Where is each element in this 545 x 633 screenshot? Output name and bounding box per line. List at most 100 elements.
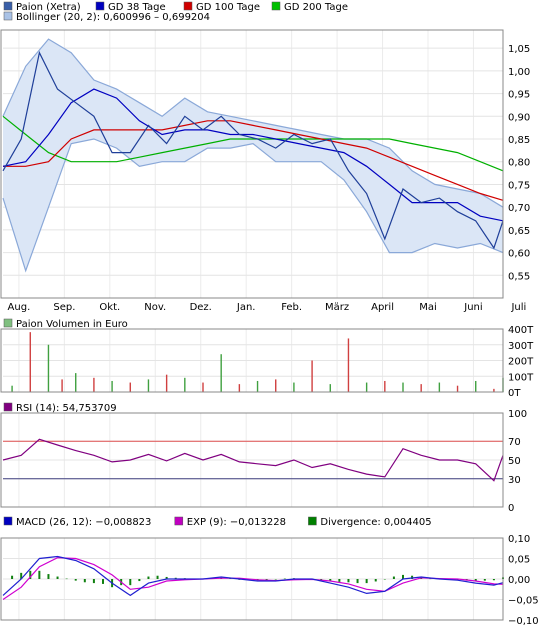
divergence-bar-16	[156, 575, 159, 579]
gd38-line	[2, 88, 504, 222]
xtick-2: Okt.	[99, 302, 120, 313]
volume-bar-20	[365, 382, 368, 392]
volume-bar-8	[147, 379, 150, 392]
divergence-bar-7	[74, 579, 77, 581]
price-legend-swatch-3	[271, 1, 281, 11]
volume-ytick-2: 200T	[508, 357, 534, 368]
rsi-ytick-4: 0	[508, 503, 514, 514]
price-legend-swatch-0	[3, 1, 13, 11]
volume-bar-23	[420, 384, 422, 392]
volume-bar-9	[165, 374, 168, 392]
rsi-ytick-1: 70	[508, 437, 521, 448]
volume-bar-16	[293, 382, 295, 392]
divergence-bar-30	[283, 578, 286, 580]
divergence-bar-4	[47, 574, 50, 579]
xtick-0: Aug.	[8, 302, 31, 313]
volume-bar-7	[129, 382, 131, 392]
macd-ytick-2: 0,00	[508, 575, 530, 586]
volume-bar-0	[11, 385, 13, 392]
divergence-bar-35	[329, 579, 332, 582]
xtick-7: März	[325, 302, 349, 313]
divergence-bar-14	[138, 579, 141, 582]
divergence-bar-52	[483, 579, 486, 581]
divergence-bar-15	[147, 576, 150, 579]
macd-ytick-0: 0,10	[508, 534, 530, 545]
bollinger-lower-line	[2, 138, 504, 273]
volume-bar-14	[256, 380, 259, 392]
volume-ytick-0: 400T	[508, 325, 534, 336]
divergence-bar-13	[129, 579, 132, 586]
divergence-bar-39	[365, 579, 368, 584]
volume-bar-21	[384, 380, 386, 392]
volume-bar-11	[202, 382, 204, 392]
volume-bar-26	[475, 380, 477, 392]
volume-bar-19	[347, 338, 350, 392]
divergence-bar-9	[92, 579, 95, 584]
price-ytick-10: 0,55	[508, 271, 530, 282]
xtick-8: April	[371, 302, 394, 313]
macd-legend-label-1: EXP (9): −0,013228	[187, 517, 286, 528]
macd-ytick-3: −0,05	[508, 596, 539, 607]
volume-legend-label-0: Paion Volumen in Euro	[16, 319, 128, 330]
rsi-ytick-3: 30	[508, 475, 521, 486]
divergence-bar-2	[29, 570, 32, 579]
divergence-bar-5	[56, 576, 59, 579]
volume-bar-5	[93, 377, 95, 392]
divergence-bar-44	[411, 575, 414, 579]
divergence-bar-43	[402, 574, 404, 579]
divergence-bar-0	[11, 575, 14, 579]
macd-legend-swatch-0	[3, 516, 13, 526]
price-legend-label-3: GD 200 Tage	[284, 2, 348, 13]
divergence-bar-36	[338, 579, 341, 582]
price-frame	[0, 29, 504, 299]
volume-bar-18	[329, 384, 331, 392]
volume-legend-swatch-0	[3, 318, 13, 328]
volume-bar-17	[311, 360, 313, 392]
price-ytick-5: 0,80	[508, 158, 530, 169]
macd-legend-label-0: MACD (26, 12): −0,008823	[16, 517, 151, 528]
divergence-bar-53	[492, 579, 495, 581]
divergence-bar-40	[374, 579, 377, 582]
price-ytick-8: 0,65	[508, 226, 530, 237]
bollinger-legend-label: Bollinger (20, 2): 0,600996 – 0,699204	[16, 12, 210, 23]
price-legend-swatch-2	[183, 1, 193, 11]
volume-bar-25	[456, 385, 459, 392]
volume-bar-6	[111, 380, 113, 392]
volume-bar-1	[29, 332, 31, 392]
price-line	[2, 50, 504, 250]
xtick-1: Sep.	[53, 302, 75, 313]
macd-ytick-1: 0,05	[508, 555, 530, 566]
xtick-4: Dez.	[190, 302, 212, 313]
bollinger-upper-line	[2, 38, 504, 208]
divergence-bar-42	[392, 576, 395, 579]
rsi-ytick-0: 100	[508, 409, 527, 420]
divergence-bar-18	[174, 577, 177, 579]
volume-bar-2	[47, 344, 50, 392]
price-ytick-3: 0,90	[508, 112, 530, 123]
volume-bar-15	[275, 379, 277, 392]
macd-frame	[0, 537, 504, 621]
price-legend-label-2: GD 100 Tage	[196, 2, 260, 13]
xtick-10: Juni	[463, 302, 482, 313]
volume-ytick-4: 0T	[508, 388, 521, 399]
gd100-line	[3, 120, 504, 201]
divergence-bar-38	[356, 579, 359, 584]
macd-legend-swatch-1	[174, 516, 184, 526]
macd-line	[2, 555, 504, 597]
xtick-3: Nov.	[144, 302, 166, 313]
xtick-5: Jan.	[236, 302, 256, 313]
price-legend-label-0: Paion (Xetra)	[16, 2, 81, 13]
divergence-bar-10	[102, 579, 104, 584]
rsi-ytick-2: 50	[508, 456, 521, 467]
bollinger-band-fill	[3, 39, 503, 271]
divergence-bar-1	[20, 572, 23, 579]
volume-bar-24	[438, 382, 441, 392]
divergence-bar-41	[383, 579, 386, 580]
macd-ytick-4: −0,10	[508, 616, 539, 627]
volume-bar-12	[220, 354, 222, 392]
price-ytick-1: 1,00	[508, 67, 530, 78]
rsi-frame	[0, 412, 504, 508]
price-ytick-2: 0,95	[508, 90, 530, 101]
price-ytick-0: 1,05	[508, 44, 530, 55]
